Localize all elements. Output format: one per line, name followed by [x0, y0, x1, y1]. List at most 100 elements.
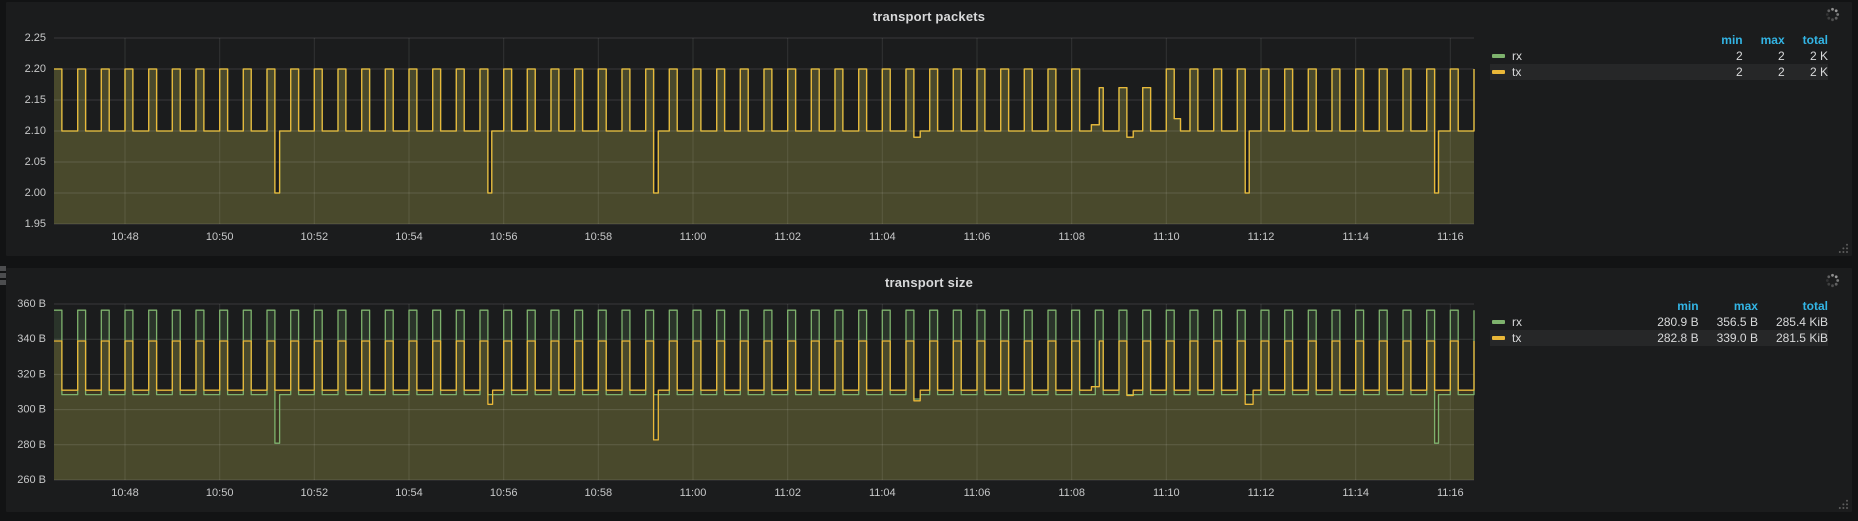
- legend-header-total[interactable]: total: [1802, 299, 1828, 313]
- legend-header-spacer: [1490, 298, 1639, 314]
- edge-drag-handle-dot: [0, 273, 6, 278]
- legend-value-tx-max: 339.0 B: [1716, 331, 1758, 345]
- x-axis-tick-label: 10:52: [301, 231, 329, 243]
- legend-header-total[interactable]: total: [1802, 33, 1828, 47]
- legend-series-name-rx[interactable]: rx: [1512, 315, 1522, 329]
- y-axis-tick-label: 1.95: [25, 218, 46, 230]
- legend-series-cell: rx: [1490, 314, 1639, 330]
- y-axis-tick-label: 2.15: [25, 94, 46, 106]
- time-series-chart-size[interactable]: 360 B 340 B 320 B 300 B 280 B 260 B 10:48 10:50…: [6, 296, 1480, 512]
- legend-value-rx-total: 285.4 KiB: [1775, 315, 1828, 329]
- legend-value-tx-total: 281.5 KiB: [1775, 331, 1828, 345]
- legend-series-cell: tx: [1490, 64, 1703, 80]
- legend: min max total rx 280.9 B 356.5 B 285.4 KiB tx 28…: [1490, 298, 1828, 346]
- panel-resize-handle-icon[interactable]: [1838, 499, 1849, 510]
- y-axis-tick-label: 2.00: [25, 187, 46, 199]
- x-axis-tick-label: 10:48: [111, 487, 139, 499]
- edge-drag-handle-dot: [0, 280, 6, 285]
- legend-color-tx-icon[interactable]: [1492, 69, 1505, 74]
- legend-header-min[interactable]: min: [1721, 33, 1743, 47]
- legend-value-tx-total: 2 K: [1809, 65, 1828, 79]
- legend-header-max[interactable]: max: [1733, 299, 1758, 313]
- legend-header-min[interactable]: min: [1677, 299, 1699, 313]
- y-axis-tick-label: 260 B: [17, 474, 46, 486]
- panel-title[interactable]: transport packets: [872, 8, 986, 24]
- x-axis-tick-label: 10:56: [490, 231, 518, 243]
- legend-series-cell: tx: [1490, 330, 1639, 346]
- panel-title[interactable]: transport size: [884, 274, 974, 290]
- legend-header-max[interactable]: max: [1760, 33, 1785, 47]
- x-axis-tick-label: 11:16: [1437, 231, 1464, 243]
- y-axis-tick-label: 2.05: [25, 156, 46, 168]
- panel-body: 360 B 340 B 320 B 300 B 280 B 260 B 10:48 10:50…: [6, 296, 1852, 512]
- legend-color-rx-icon[interactable]: [1492, 319, 1505, 324]
- legend-color-rx-icon[interactable]: [1492, 53, 1505, 58]
- panel-resize-handle-icon[interactable]: [1838, 243, 1849, 254]
- x-axis-tick-label: 11:12: [1248, 231, 1275, 243]
- x-axis-tick-label: 11:02: [774, 231, 801, 243]
- x-axis-tick-label: 11:06: [964, 231, 991, 243]
- legend-value-rx-max: 2: [1777, 49, 1785, 63]
- x-axis-tick-label: 11:10: [1153, 487, 1180, 499]
- series-line-tx: [54, 340, 1475, 441]
- y-axis-tick-label: 360 B: [17, 298, 46, 310]
- edge-drag-handle[interactable]: [0, 266, 7, 287]
- series-line-rx: [54, 309, 1475, 444]
- legend-header-row: min max total: [1490, 298, 1828, 314]
- legend-value-tx-min: 2: [1735, 65, 1743, 79]
- x-axis-tick-label: 10:54: [395, 487, 423, 499]
- y-axis-tick-label: 2.20: [25, 63, 46, 75]
- x-axis-tick-label: 11:02: [774, 487, 801, 499]
- x-axis-tick-label: 11:14: [1342, 231, 1369, 243]
- legend-value-rx-total: 2 K: [1809, 49, 1828, 63]
- x-axis-tick-label: 11:08: [1058, 487, 1085, 499]
- x-axis-tick-label: 11:04: [869, 487, 896, 499]
- loading-spinner-icon: [1825, 273, 1840, 288]
- legend-header-row: min max total: [1490, 32, 1828, 48]
- x-axis-tick-label: 10:56: [490, 487, 518, 499]
- x-axis-tick-label: 10:58: [585, 487, 613, 499]
- legend-table: min max total rx 2 2 2 K tx 2 2 2 K: [1480, 30, 1852, 256]
- legend-row-tx: tx 282.8 B 339.0 B 281.5 KiB: [1490, 330, 1828, 346]
- x-axis-tick-label: 11:10: [1153, 231, 1180, 243]
- legend: min max total rx 2 2 2 K tx 2 2 2 K: [1490, 32, 1828, 80]
- legend-value-rx-min: 2: [1735, 49, 1743, 63]
- legend-row-tx: tx 2 2 2 K: [1490, 64, 1828, 80]
- y-axis-tick-label: 2.10: [25, 125, 46, 137]
- x-axis-tick-label: 10:50: [206, 231, 234, 243]
- y-axis-tick-label: 280 B: [17, 439, 46, 451]
- legend-table: min max total rx 280.9 B 356.5 B 285.4 KiB tx 28…: [1480, 296, 1852, 512]
- legend-series-name-tx[interactable]: tx: [1512, 65, 1522, 79]
- legend-row-rx: rx 280.9 B 356.5 B 285.4 KiB: [1490, 314, 1828, 330]
- x-axis-tick-label: 11:04: [869, 231, 896, 243]
- loading-spinner-icon: [1825, 7, 1840, 22]
- legend-header-spacer: [1490, 32, 1703, 48]
- legend-series-cell: rx: [1490, 48, 1703, 64]
- y-axis-tick-label: 300 B: [17, 404, 46, 416]
- edge-drag-handle-dot: [0, 266, 6, 271]
- legend-value-tx-max: 2: [1777, 65, 1785, 79]
- x-axis-tick-label: 11:08: [1058, 231, 1085, 243]
- y-axis-tick-label: 2.25: [25, 32, 46, 44]
- panel-body: 2.25 2.20 2.15 2.10 2.05 2.00 1.95 10:48 10:50 10…: [6, 30, 1852, 256]
- panel-header: transport packets: [6, 2, 1852, 30]
- x-axis-tick-label: 11:00: [680, 487, 707, 499]
- series-line-tx: [54, 68, 1475, 194]
- legend-series-name-tx[interactable]: tx: [1512, 331, 1522, 345]
- legend-color-tx-icon[interactable]: [1492, 335, 1505, 340]
- x-axis-tick-label: 10:50: [206, 487, 234, 499]
- x-axis-tick-label: 10:48: [111, 231, 139, 243]
- legend-value-rx-max: 356.5 B: [1716, 315, 1758, 329]
- x-axis-tick-label: 11:06: [964, 487, 991, 499]
- legend-row-rx: rx 2 2 2 K: [1490, 48, 1828, 64]
- panel-header: transport size: [6, 268, 1852, 296]
- x-axis-tick-label: 11:16: [1437, 487, 1464, 499]
- time-series-chart-packets[interactable]: 2.25 2.20 2.15 2.10 2.05 2.00 1.95 10:48 10:50 10…: [6, 30, 1480, 256]
- x-axis-tick-label: 11:14: [1342, 487, 1369, 499]
- x-axis-tick-label: 10:58: [585, 231, 613, 243]
- x-axis-tick-label: 11:12: [1248, 487, 1275, 499]
- legend-series-name-rx[interactable]: rx: [1512, 49, 1522, 63]
- legend-value-rx-min: 280.9 B: [1657, 315, 1699, 329]
